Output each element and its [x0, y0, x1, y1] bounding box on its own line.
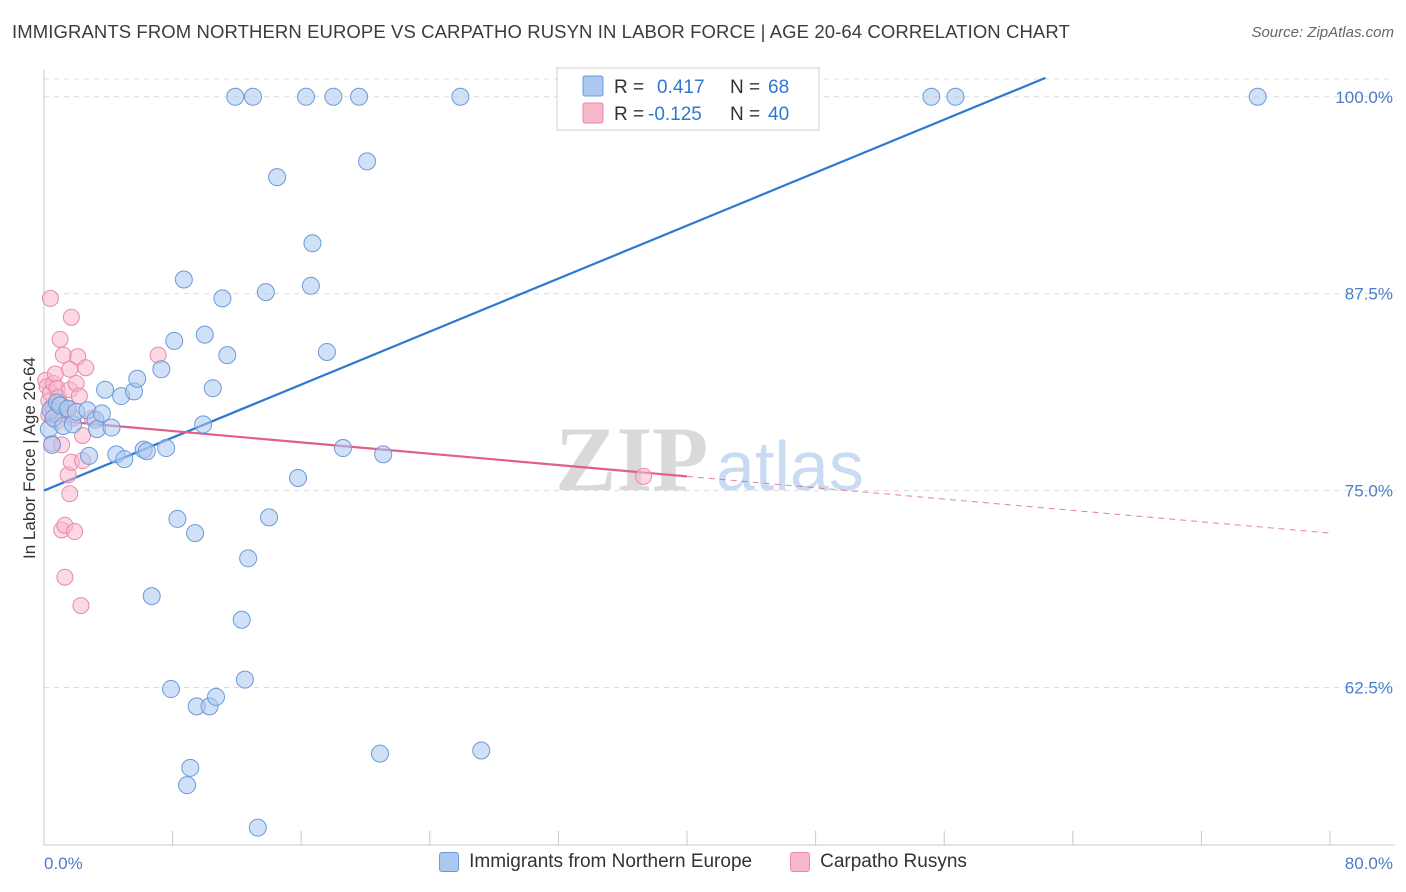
- point-series1: [102, 418, 121, 437]
- y-tick-label: 87.5%: [1345, 285, 1393, 304]
- stats-n-label-1: N =: [730, 77, 760, 98]
- data-points: [37, 87, 1267, 837]
- watermark-atlas: atlas: [716, 427, 864, 505]
- point-series1: [152, 360, 171, 379]
- point-series1: [946, 87, 965, 106]
- point-series1: [235, 670, 254, 689]
- axes: [43, 70, 1395, 846]
- point-series1: [243, 87, 262, 106]
- point-series1: [350, 87, 369, 106]
- point-series1: [268, 168, 287, 187]
- y-tick-label: 62.5%: [1345, 678, 1393, 697]
- point-series2: [61, 485, 79, 503]
- point-series1: [142, 587, 161, 606]
- point-series1: [161, 680, 180, 699]
- point-series2: [77, 359, 95, 377]
- stats-n-label-2: N =: [730, 104, 760, 125]
- legend-item-series1: Immigrants from Northern Europe: [439, 851, 752, 873]
- point-series1: [115, 450, 134, 469]
- point-series2: [56, 568, 74, 586]
- tick-labels: 62.5% 75.0% 87.5% 100.0% 0.0% 80.0%: [44, 88, 1393, 873]
- chart-source: Source: ZipAtlas.com: [1251, 24, 1394, 41]
- point-series2: [62, 308, 80, 326]
- stats-r-label-1: R =: [614, 77, 644, 98]
- point-series1: [451, 87, 470, 106]
- point-series1: [303, 234, 322, 253]
- y-axis-label: In Labor Force | Age 20-64: [20, 357, 39, 559]
- watermark: ZIP atlas: [555, 408, 864, 510]
- point-series1: [324, 87, 343, 106]
- point-series1: [218, 346, 237, 365]
- point-series1: [260, 508, 279, 527]
- point-series1: [137, 442, 156, 461]
- legend-label-series1: Immigrants from Northern Europe: [469, 851, 753, 872]
- trendline-series1: [43, 76, 1046, 492]
- point-series2: [72, 597, 90, 615]
- point-series1: [174, 270, 193, 289]
- point-series1: [333, 439, 352, 458]
- stats-n-value-1: 68: [768, 77, 789, 98]
- legend-swatch-series2: [790, 852, 811, 872]
- point-series1: [165, 331, 184, 350]
- legend-swatch-series1: [439, 852, 460, 872]
- point-series1: [207, 687, 226, 706]
- stats-r-value-2: -0.125: [648, 104, 702, 125]
- point-series1: [43, 435, 62, 454]
- point-series1: [203, 379, 222, 398]
- point-series1: [178, 776, 197, 795]
- gridlines: [44, 78, 1395, 688]
- point-series1: [248, 818, 267, 837]
- point-series1: [288, 468, 307, 487]
- point-series1: [168, 509, 187, 528]
- stats-r-label-2: R =: [614, 104, 644, 125]
- x-tick-label-max: 80.0%: [1345, 854, 1393, 873]
- point-series1: [472, 741, 491, 760]
- stats-r-value-1: 0.417: [657, 77, 705, 98]
- trendline-series2-extension: [686, 475, 1331, 534]
- point-series1: [128, 369, 147, 388]
- point-series1: [92, 404, 111, 423]
- point-series1: [181, 758, 200, 777]
- point-series2: [51, 330, 69, 348]
- legend-label-series2: Carpatho Rusyns: [820, 851, 967, 872]
- stats-legend-swatch-series2: [582, 102, 604, 124]
- bottom-legend: Immigrants from Northern Europe Carpatho…: [0, 851, 1406, 873]
- point-series1: [1248, 87, 1267, 106]
- point-series1: [297, 87, 316, 106]
- point-series1: [226, 87, 245, 106]
- point-series1: [80, 446, 99, 465]
- point-series1: [195, 325, 214, 344]
- point-series1: [301, 276, 320, 295]
- point-series1: [374, 445, 393, 464]
- point-series1: [922, 87, 941, 106]
- point-series2: [54, 346, 72, 364]
- point-series1: [256, 283, 275, 302]
- watermark-zip: ZIP: [555, 408, 708, 510]
- point-series1: [157, 439, 176, 458]
- x-tick-label-min: 0.0%: [44, 854, 83, 873]
- chart-title: IMMIGRANTS FROM NORTHERN EUROPE VS CARPA…: [12, 21, 1070, 42]
- point-series1: [239, 549, 258, 568]
- stats-n-value-2: 40: [768, 104, 789, 125]
- y-tick-label: 75.0%: [1345, 482, 1393, 501]
- point-series1: [317, 342, 336, 361]
- point-series1: [232, 610, 251, 629]
- point-series2: [635, 467, 653, 485]
- y-tick-label: 100.0%: [1335, 88, 1393, 107]
- point-series2: [46, 365, 64, 383]
- legend-item-series2: Carpatho Rusyns: [790, 851, 967, 873]
- point-series2: [74, 426, 92, 444]
- point-series1: [213, 289, 232, 308]
- trendline-series2: [43, 418, 688, 478]
- stats-legend-swatch-series1: [582, 75, 604, 97]
- point-series1: [358, 152, 377, 171]
- point-series1: [194, 415, 213, 434]
- point-series1: [186, 524, 205, 543]
- point-series2: [41, 289, 59, 307]
- point-series2: [66, 523, 84, 541]
- point-series1: [96, 380, 115, 399]
- stats-legend: R = 0.417 N = 68 R = -0.125 N = 40: [556, 67, 820, 131]
- point-series1: [370, 744, 389, 763]
